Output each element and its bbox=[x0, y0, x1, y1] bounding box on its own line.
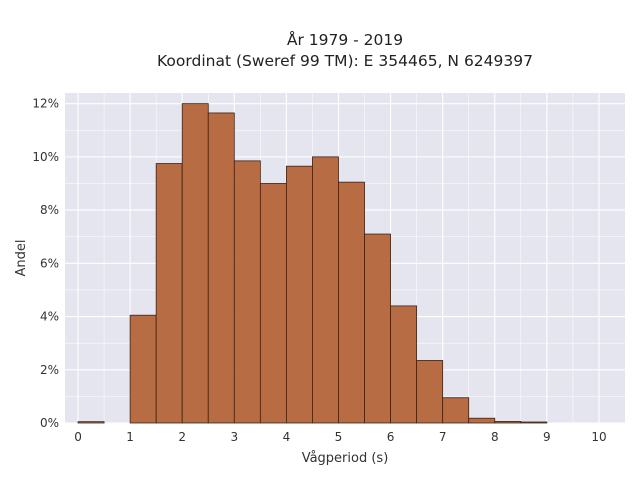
bars bbox=[77, 103, 548, 424]
histogram-bar bbox=[416, 360, 444, 424]
x-tick-label: 2 bbox=[178, 430, 186, 444]
x-axis-label: Vågperiod (s) bbox=[302, 451, 389, 466]
y-tick-label: 0% bbox=[40, 416, 59, 430]
y-tick-label: 8% bbox=[40, 203, 59, 217]
x-tick-label: 1 bbox=[126, 430, 134, 444]
chart-title-line-1: År 1979 - 2019 bbox=[287, 30, 403, 49]
histogram-bar bbox=[77, 421, 105, 424]
chart-title-line-2: Koordinat (Sweref 99 TM): E 354465, N 62… bbox=[157, 52, 533, 70]
x-tick-label: 4 bbox=[283, 430, 291, 444]
histogram-bar bbox=[442, 397, 470, 424]
y-tick-label: 10% bbox=[32, 150, 59, 164]
histogram-bar bbox=[390, 305, 418, 424]
histogram-bar bbox=[285, 165, 313, 424]
y-tick-label: 12% bbox=[32, 97, 59, 111]
histogram-bar bbox=[155, 163, 183, 424]
y-tick-label: 2% bbox=[40, 363, 59, 377]
x-tick-label: 10 bbox=[591, 430, 606, 444]
y-tick-label: 6% bbox=[40, 256, 59, 270]
histogram-bar bbox=[364, 233, 391, 424]
histogram-bar bbox=[520, 421, 548, 424]
histogram-bar bbox=[468, 417, 496, 424]
histogram-bar bbox=[129, 314, 157, 424]
histogram-bar bbox=[338, 181, 365, 424]
y-axis-label: Andel bbox=[14, 240, 29, 277]
histogram-bar bbox=[259, 183, 287, 424]
histogram-bar bbox=[207, 112, 235, 424]
x-tick-label: 5 bbox=[335, 430, 343, 444]
y-tick-label: 4% bbox=[40, 310, 59, 324]
histogram-bar bbox=[312, 156, 339, 424]
x-tick-label: 9 bbox=[543, 430, 551, 444]
x-axis-ticks: 0 1 2 3 4 5 6 7 8 9 10 bbox=[74, 430, 606, 444]
x-tick-label: 6 bbox=[387, 430, 395, 444]
x-tick-label: 0 bbox=[74, 430, 82, 444]
y-axis-ticks: 0% 2% 4% 6% 8% 10% 12% bbox=[32, 97, 59, 430]
x-tick-label: 8 bbox=[491, 430, 499, 444]
histogram-bar bbox=[181, 103, 209, 424]
x-tick-label: 7 bbox=[439, 430, 447, 444]
x-tick-label: 3 bbox=[230, 430, 238, 444]
histogram-bar bbox=[494, 421, 522, 424]
histogram-bar bbox=[233, 160, 261, 424]
